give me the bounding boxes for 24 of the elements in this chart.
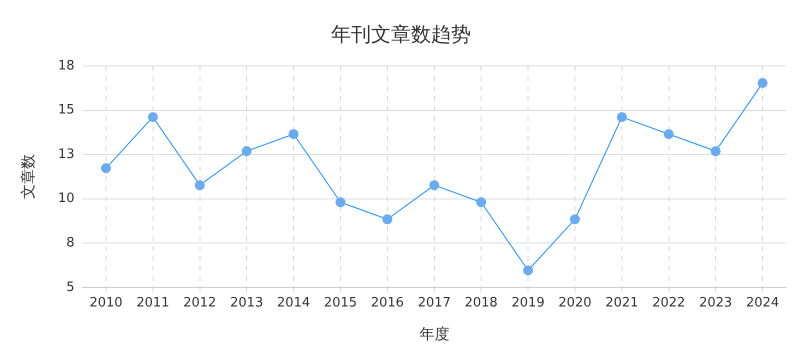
x-tick-label: 2017 [418,296,451,311]
chart-title: 年刊文章数趋势 [331,22,471,46]
x-tick-label: 2024 [746,296,780,311]
y-tick-label: 13 [58,146,75,162]
y-tick-label: 18 [58,58,75,74]
x-tick-label: 2016 [370,296,404,311]
x-tick-label: 2023 [699,296,732,311]
x-tick-label: 2010 [89,296,123,311]
y-tick-label: 5 [66,280,75,295]
x-tick-label: 2018 [464,296,498,311]
y-axis-title: 文章数 [18,154,37,200]
x-axis-title: 年度 [419,324,450,343]
x-tick-label: 2015 [324,296,358,311]
x-tick-label: 2011 [136,296,170,311]
y-tick-label: 15 [58,102,75,118]
x-tick-label: 2013 [230,296,264,311]
x-tick-label: 2020 [558,296,592,311]
x-tick-label: 2019 [512,296,545,311]
x-tick-label: 2021 [605,296,638,311]
x-tick-label: 2012 [183,296,216,311]
y-tick-label: 10 [58,191,75,206]
x-tick-label: 2014 [277,296,310,311]
y-tick-label: 8 [66,235,75,250]
x-tick-label: 2022 [652,296,686,311]
